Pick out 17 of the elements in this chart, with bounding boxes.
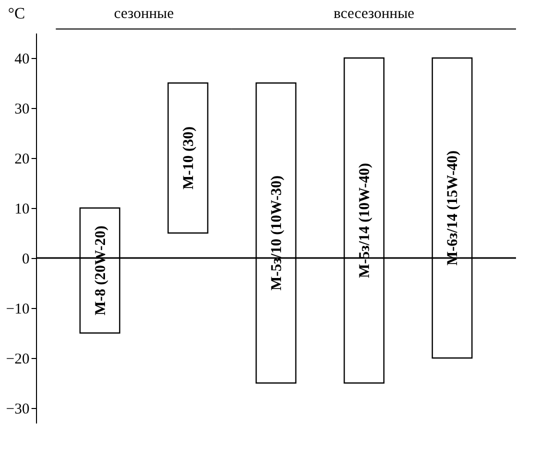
- text: сезонные: [114, 6, 174, 22]
- x-tick-label: M-10 (30): [180, 126, 197, 190]
- x-tick-label: M-5з/14 (10W-40): [357, 162, 374, 278]
- text: всесезонные: [334, 6, 415, 22]
- y-tick-label: 20: [14, 152, 30, 168]
- y-tick-label: −10: [6, 302, 30, 318]
- y-tick-label: −30: [6, 402, 30, 418]
- bar: [168, 82, 208, 234]
- y-tick-label: 30: [14, 102, 30, 118]
- x-tick-label: M-5з/10 (10W-30): [269, 175, 285, 291]
- x-tick-label: M-6з/14 (15W-40): [445, 150, 462, 266]
- y-tick-label: −20: [6, 352, 30, 368]
- x-tick-label: M-8 (20W-20): [92, 226, 109, 316]
- y-axis-title: °C: [8, 6, 26, 22]
- y-tick-label: 40: [14, 52, 30, 68]
- y-tick-label: 0: [22, 252, 30, 268]
- y-tick-label: 10: [14, 202, 30, 218]
